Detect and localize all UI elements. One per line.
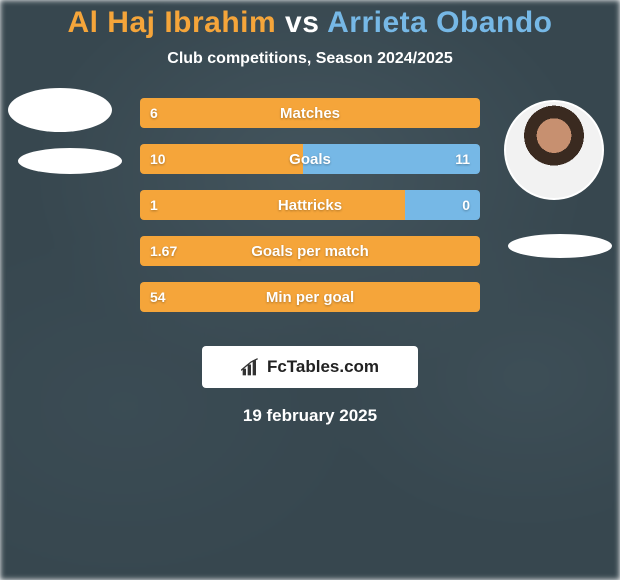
stat-bar-left bbox=[140, 144, 303, 174]
player1-name: Al Haj Ibrahim bbox=[67, 6, 276, 39]
player2-shadow-ellipse bbox=[508, 234, 612, 258]
bar-chart-icon bbox=[241, 358, 261, 376]
logo-text: FcTables.com bbox=[267, 357, 379, 377]
stat-bar-right bbox=[405, 190, 480, 220]
stat-bar-row: Goals per match1.67 bbox=[140, 236, 480, 266]
stat-bars: Matches6 Goals1011 Hattricks10 Goals per ma… bbox=[140, 98, 480, 328]
logo-box: FcTables.com bbox=[202, 346, 418, 388]
stat-bar-row: Goals1011 bbox=[140, 144, 480, 174]
stat-bar-left bbox=[140, 98, 480, 128]
vs-text: vs bbox=[285, 6, 319, 39]
player2-name: Arrieta Obando bbox=[327, 6, 552, 39]
date-label: 19 february 2025 bbox=[0, 406, 620, 426]
stat-bar-row: Min per goal54 bbox=[140, 282, 480, 312]
stat-bar-left bbox=[140, 190, 405, 220]
stat-bar-right bbox=[303, 144, 480, 174]
player1-avatar-placeholder bbox=[8, 88, 112, 132]
player1-shadow-ellipse bbox=[18, 148, 122, 174]
player2-avatar bbox=[504, 100, 604, 200]
stat-bar-left bbox=[140, 282, 480, 312]
comparison-stage: Matches6 Goals1011 Hattricks10 Goals per ma… bbox=[0, 98, 620, 338]
stat-bar-left bbox=[140, 236, 480, 266]
stat-bar-row: Matches6 bbox=[140, 98, 480, 128]
subtitle: Club competitions, Season 2024/2025 bbox=[0, 50, 620, 68]
stat-bar-row: Hattricks10 bbox=[140, 190, 480, 220]
comparison-title: Al Haj Ibrahim vs Arrieta Obando bbox=[0, 6, 620, 40]
